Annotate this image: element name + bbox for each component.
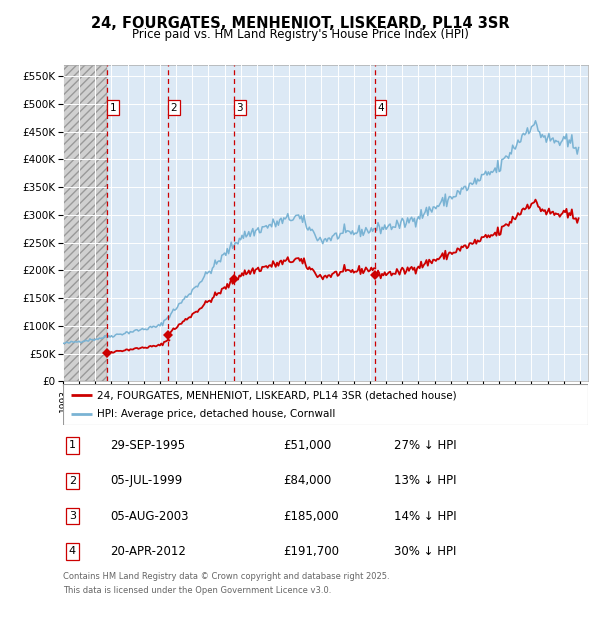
Bar [63,65,107,381]
Text: 24, FOURGATES, MENHENIOT, LISKEARD, PL14 3SR (detached house): 24, FOURGATES, MENHENIOT, LISKEARD, PL14… [97,390,457,401]
Text: 05-JUL-1999: 05-JUL-1999 [110,474,182,487]
Text: 05-AUG-2003: 05-AUG-2003 [110,510,189,523]
Text: Price paid vs. HM Land Registry's House Price Index (HPI): Price paid vs. HM Land Registry's House … [131,28,469,41]
Text: £51,000: £51,000 [284,439,332,452]
Text: 20-APR-2012: 20-APR-2012 [110,545,186,558]
Text: £84,000: £84,000 [284,474,332,487]
Text: 24, FOURGATES, MENHENIOT, LISKEARD, PL14 3SR: 24, FOURGATES, MENHENIOT, LISKEARD, PL14… [91,16,509,30]
Text: 3: 3 [69,511,76,521]
Text: HPI: Average price, detached house, Cornwall: HPI: Average price, detached house, Corn… [97,409,335,419]
Text: 3: 3 [236,103,243,113]
Text: 30% ↓ HPI: 30% ↓ HPI [394,545,456,558]
Text: £185,000: £185,000 [284,510,339,523]
Text: 14% ↓ HPI: 14% ↓ HPI [394,510,457,523]
Text: £191,700: £191,700 [284,545,340,558]
Text: 4: 4 [377,103,384,113]
Text: 13% ↓ HPI: 13% ↓ HPI [394,474,456,487]
Text: 27% ↓ HPI: 27% ↓ HPI [394,439,457,452]
Text: 29-SEP-1995: 29-SEP-1995 [110,439,185,452]
Text: This data is licensed under the Open Government Licence v3.0.: This data is licensed under the Open Gov… [63,586,331,595]
Text: 2: 2 [69,476,76,486]
Text: 1: 1 [110,103,116,113]
Text: 4: 4 [69,546,76,557]
Text: 1: 1 [69,440,76,451]
Text: Contains HM Land Registry data © Crown copyright and database right 2025.: Contains HM Land Registry data © Crown c… [63,572,389,582]
Text: 2: 2 [170,103,177,113]
